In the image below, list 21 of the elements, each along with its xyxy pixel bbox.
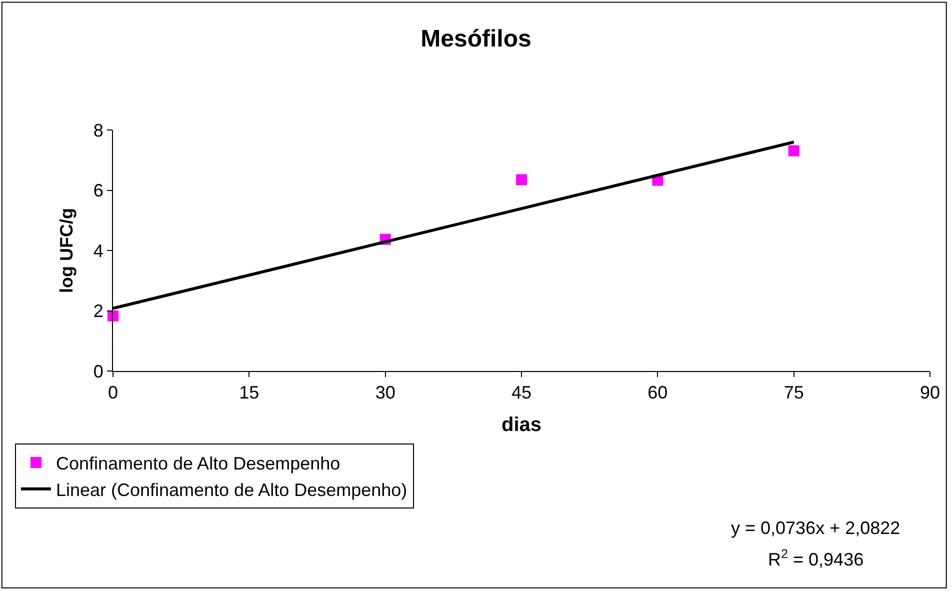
y-tick-label: 0 [93, 361, 104, 382]
y-tick-label: 6 [93, 180, 104, 201]
point [788, 145, 800, 156]
x-tick-label: 0 [108, 382, 118, 403]
chart-title: Mesófilos [420, 25, 532, 52]
x-tick-label: 30 [375, 382, 396, 403]
x-tick-label: 75 [784, 382, 804, 403]
legend-label: Confinamento de Alto Desempenho [56, 454, 340, 474]
y-axis-title: log UFC/g [56, 208, 77, 293]
x-tick-label: 45 [511, 382, 532, 403]
text: y = 0,0736x + 2,0822 [731, 518, 900, 538]
x-tick-label: 15 [239, 382, 260, 403]
x-tick-label: 90 [920, 382, 940, 403]
x-axis-title: dias [501, 414, 542, 436]
y-tick-label: 8 [93, 120, 104, 140]
text: R$^{2}$ = 0,9436 [768, 547, 864, 570]
x-tick-label: 60 [648, 382, 668, 403]
legend-label: Linear (Confinamento de Alto Desempenho) [56, 480, 408, 500]
y-tick-label: 4 [93, 240, 104, 261]
point [516, 174, 527, 186]
y-tick-label: 2 [93, 301, 104, 322]
